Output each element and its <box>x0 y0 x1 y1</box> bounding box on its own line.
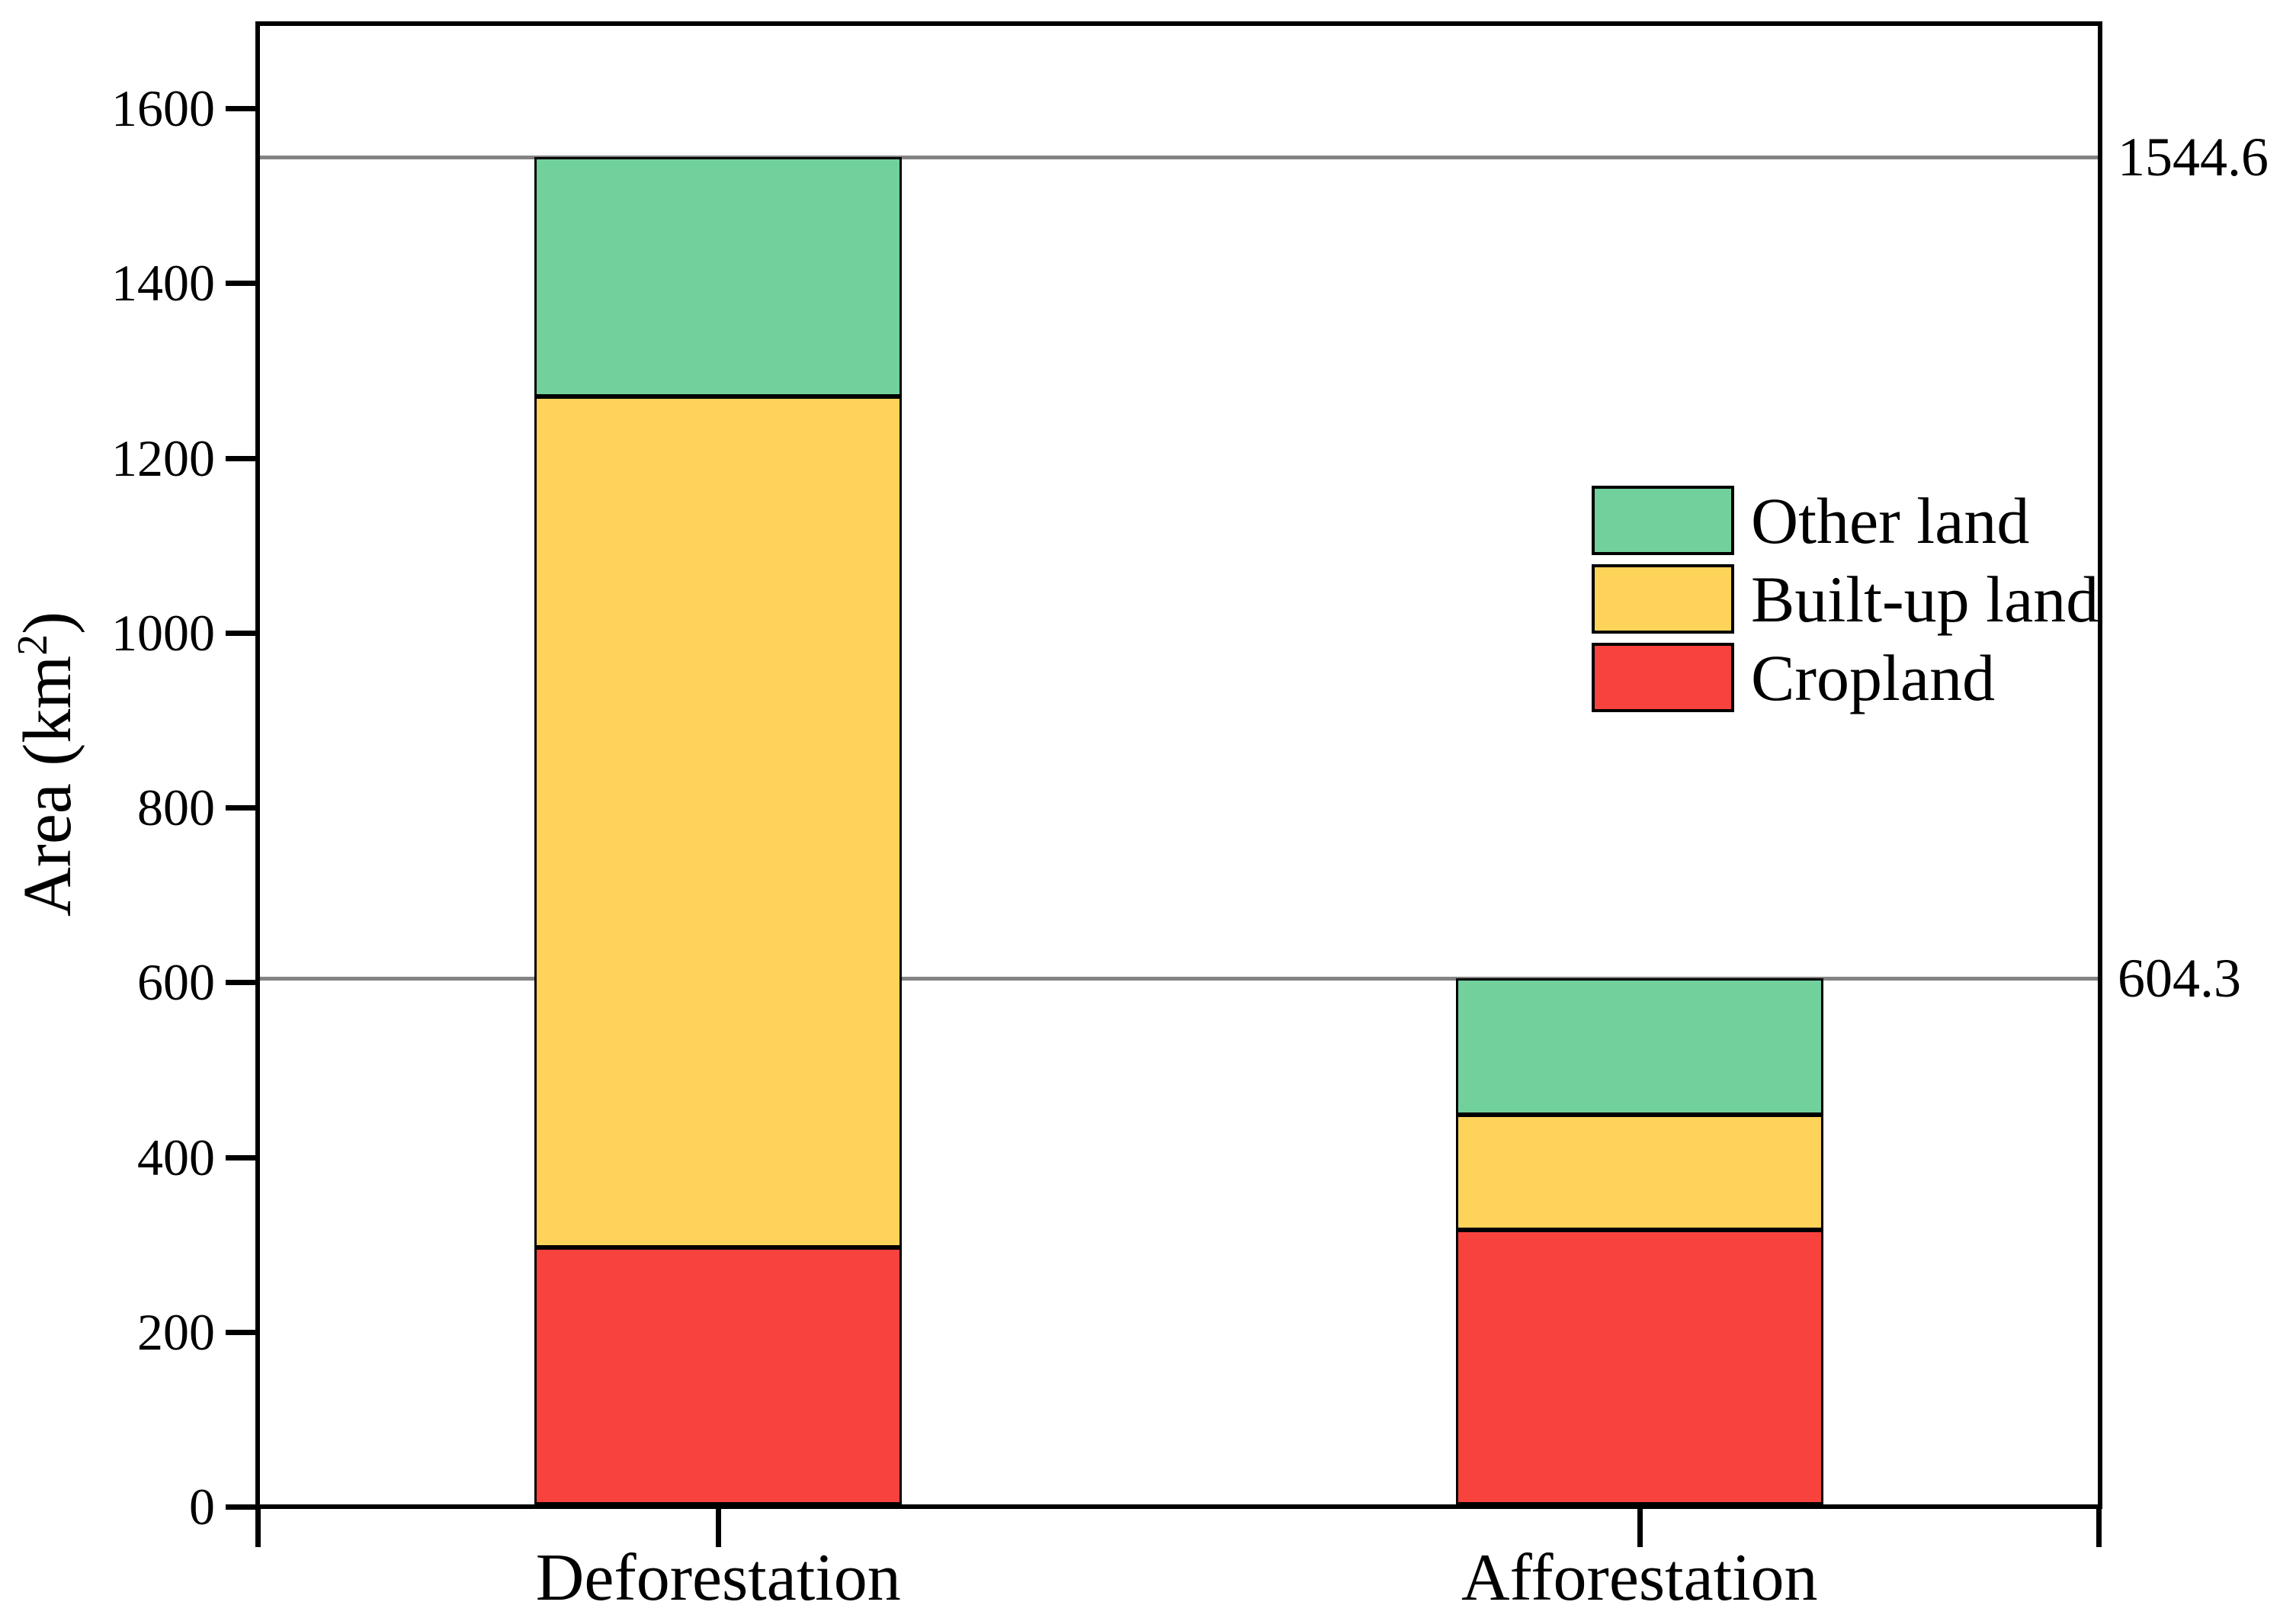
reference-line-label: 1544.6 <box>2118 126 2269 188</box>
x-tick-mark <box>716 1509 722 1547</box>
y-tick-mark <box>226 630 258 636</box>
legend-label: Built-up land <box>1751 562 2099 636</box>
y-tick-label: 1000 <box>111 603 215 662</box>
legend-item: Built-up land <box>1592 564 2099 634</box>
y-tick-label: 200 <box>137 1302 215 1361</box>
y-tick-mark <box>226 1504 258 1510</box>
bar-segment-cropland <box>534 1247 903 1504</box>
y-tick-mark <box>226 1154 258 1161</box>
legend-label: Cropland <box>1751 640 1996 714</box>
x-category-label: Afforestation <box>1461 1541 1818 1615</box>
x-category-label: Deforestation <box>535 1541 901 1615</box>
legend-label: Other land <box>1751 483 2030 557</box>
x-tick-mark <box>1637 1509 1643 1547</box>
reference-line-label: 604.3 <box>2118 948 2241 1010</box>
bar-segment-other-land <box>1455 978 1823 1115</box>
y-tick-label: 800 <box>137 779 215 837</box>
y-tick-mark <box>226 106 258 112</box>
reference-line <box>260 155 2098 159</box>
y-tick-label: 0 <box>189 1478 215 1536</box>
y-tick-mark <box>226 281 258 287</box>
legend-swatch <box>1592 486 1734 555</box>
legend: Other land Built-up land Cropland <box>1592 486 2099 721</box>
plot-area <box>255 21 2102 1509</box>
y-tick-label: 400 <box>137 1128 215 1186</box>
y-tick-label: 1600 <box>111 79 215 138</box>
y-tick-label: 1200 <box>111 429 215 487</box>
reference-line <box>260 977 2098 981</box>
y-tick-mark <box>226 805 258 811</box>
legend-item: Other land <box>1592 486 2099 555</box>
y-tick-mark <box>226 1329 258 1335</box>
bar-segment-built-up-land <box>1455 1114 1823 1230</box>
legend-swatch <box>1592 564 1734 634</box>
y-tick-label: 1400 <box>111 254 215 313</box>
x-axis-corner-tick-left <box>255 1509 261 1547</box>
x-axis-corner-tick-right <box>2096 1509 2102 1547</box>
y-tick-mark <box>226 455 258 461</box>
legend-item: Cropland <box>1592 643 2099 712</box>
y-tick-mark <box>226 980 258 986</box>
legend-swatch <box>1592 643 1734 712</box>
bar-segment-built-up-land <box>534 396 903 1247</box>
bar-segment-other-land <box>534 156 903 397</box>
bar-segment-cropland <box>1455 1229 1823 1504</box>
y-tick-label: 600 <box>137 953 215 1012</box>
